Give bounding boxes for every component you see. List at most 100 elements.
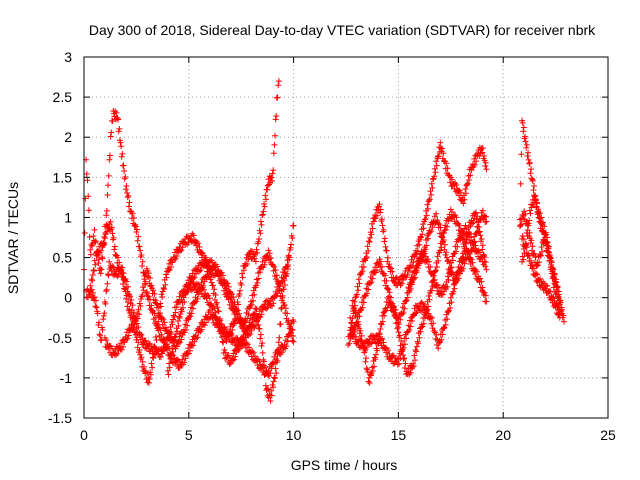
data-point (482, 162, 489, 169)
data-point (431, 213, 438, 220)
data-point (162, 281, 169, 288)
data-point (351, 298, 358, 305)
data-point (114, 350, 121, 357)
data-point (405, 268, 412, 275)
data-point (160, 316, 167, 323)
data-point (181, 299, 188, 306)
data-point (249, 297, 256, 304)
data-point (119, 264, 126, 271)
data-point (94, 310, 101, 317)
data-point (272, 293, 279, 300)
data-point (249, 248, 256, 255)
data-point (538, 214, 545, 221)
data-point (371, 363, 378, 370)
data-point (131, 320, 138, 327)
data-point (288, 241, 295, 248)
data-point (426, 229, 433, 236)
data-point (546, 251, 553, 258)
data-point (124, 335, 131, 342)
data-point (275, 78, 282, 85)
data-point (260, 208, 267, 215)
data-point (106, 156, 113, 163)
data-point (427, 314, 434, 321)
data-point (473, 216, 480, 223)
data-point (219, 272, 226, 279)
data-point (123, 295, 130, 302)
data-point (551, 280, 558, 287)
data-point (152, 334, 159, 341)
data-point (278, 279, 285, 286)
data-point (370, 268, 377, 275)
data-point (98, 247, 105, 254)
data-point (268, 174, 275, 181)
data-point (424, 201, 431, 208)
data-point (106, 258, 113, 265)
data-point (239, 270, 246, 277)
data-point (218, 320, 225, 327)
x-tick-label: 20 (495, 427, 511, 443)
data-point (445, 307, 452, 314)
data-point (95, 260, 102, 267)
data-point (377, 339, 384, 346)
data-point (483, 166, 490, 173)
data-point (448, 299, 455, 306)
data-point (151, 290, 158, 297)
data-point (98, 266, 105, 273)
data-point (152, 297, 159, 304)
data-point (410, 259, 417, 266)
data-point (270, 378, 277, 385)
data-point (271, 374, 278, 381)
data-point (245, 256, 252, 263)
data-point (129, 210, 136, 217)
data-point (449, 176, 456, 183)
data-point (367, 280, 374, 287)
data-point (230, 322, 237, 329)
data-point (144, 370, 151, 377)
data-point (402, 297, 409, 304)
data-point (164, 367, 171, 374)
data-point (483, 266, 490, 273)
data-point (279, 278, 286, 285)
data-point (135, 233, 142, 240)
data-point (444, 316, 451, 323)
data-point (481, 289, 488, 296)
data-point (236, 345, 243, 352)
data-point (256, 308, 263, 315)
series-track-3 (83, 258, 297, 379)
data-point (396, 321, 403, 328)
data-point (285, 261, 292, 268)
data-point (285, 317, 292, 324)
data-point (433, 210, 440, 217)
data-point (245, 311, 252, 318)
data-point (430, 272, 437, 279)
data-point (176, 358, 183, 365)
data-point (437, 247, 444, 254)
data-point (428, 191, 435, 198)
data-point (259, 211, 266, 218)
data-point (522, 133, 529, 140)
data-point (258, 342, 265, 349)
data-point (103, 207, 110, 214)
data-point (277, 321, 284, 328)
data-point (123, 336, 130, 343)
series-track-14 (519, 233, 563, 321)
data-point (194, 267, 201, 274)
data-point (132, 329, 139, 336)
data-point (178, 308, 185, 315)
data-point (173, 331, 180, 338)
data-point (453, 248, 460, 255)
data-point (353, 321, 360, 328)
data-point (418, 324, 425, 331)
data-point (135, 306, 142, 313)
data-point (272, 116, 279, 123)
data-point (165, 267, 172, 274)
data-point (102, 231, 109, 238)
data-point (368, 231, 375, 238)
data-point (395, 329, 402, 336)
data-point (543, 238, 550, 245)
data-point (463, 236, 470, 243)
data-point (148, 282, 155, 289)
data-point (483, 298, 490, 305)
data-point (462, 240, 469, 247)
data-point (531, 265, 538, 272)
